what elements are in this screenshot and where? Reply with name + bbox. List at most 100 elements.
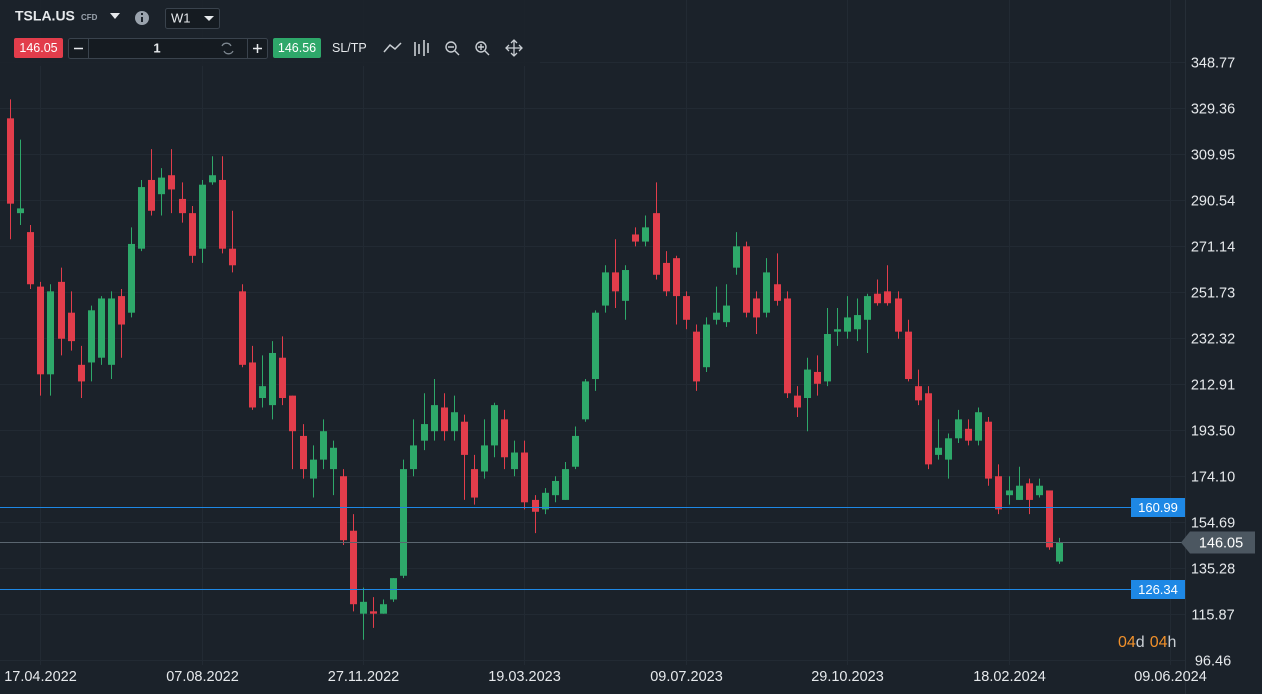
candle-body xyxy=(552,480,559,496)
y-tick-label: 115.87 xyxy=(1191,607,1234,623)
candle-body xyxy=(209,175,216,183)
candle-body xyxy=(269,352,276,406)
candle-body xyxy=(179,198,186,214)
candle-body xyxy=(905,331,912,380)
candle-body xyxy=(1006,490,1013,496)
y-tick-label: 174.10 xyxy=(1191,469,1235,485)
candle-body xyxy=(763,272,770,313)
sl-tp[interactable]: SL/TP xyxy=(332,41,367,55)
candle-body xyxy=(168,175,175,190)
candle-body xyxy=(945,438,952,460)
candle-tool-icon[interactable] xyxy=(414,40,429,56)
candle-body xyxy=(622,270,629,301)
candle-body xyxy=(98,298,105,358)
candle-body xyxy=(390,578,397,600)
candle-body xyxy=(148,179,155,211)
zoom-in-detail xyxy=(478,44,490,56)
y-tick-label: 251.73 xyxy=(1191,285,1235,301)
candle-body xyxy=(410,445,417,470)
move-icon[interactable] xyxy=(505,39,523,57)
candle-body xyxy=(88,310,95,363)
candle-body xyxy=(17,208,24,214)
candle-body xyxy=(814,371,821,384)
candle-body xyxy=(915,386,922,401)
zoom-out-detail xyxy=(448,46,460,56)
zoom-out-icon[interactable] xyxy=(445,41,457,53)
candle-body xyxy=(27,232,34,285)
candle-body xyxy=(421,424,428,441)
y-tick-label: 329.36 xyxy=(1191,101,1235,117)
candle-body xyxy=(521,452,528,503)
candle-body xyxy=(511,452,518,470)
candle-body xyxy=(774,284,781,301)
candle-body xyxy=(935,447,942,455)
x-tick-label: 29.10.2023 xyxy=(811,669,884,685)
buy-button[interactable] xyxy=(273,38,321,58)
candle-body xyxy=(330,447,337,470)
symbol[interactable]: TSLA.US xyxy=(15,8,75,24)
candle-body xyxy=(753,298,760,318)
candle-body xyxy=(37,286,44,375)
x-tick-label: 27.11.2022 xyxy=(328,669,400,685)
toolbar: TSLA.US CFD W1 146.05 1 146.56 SL/TP xyxy=(0,0,540,66)
candle-body xyxy=(350,530,357,605)
candle-body xyxy=(673,258,680,297)
level-label: 126.34 xyxy=(1138,582,1178,597)
quantity[interactable]: 1 xyxy=(153,40,160,55)
sell-button[interactable] xyxy=(14,38,63,58)
countdown-part: h xyxy=(1168,634,1177,651)
candle-body xyxy=(693,331,700,382)
candle-body xyxy=(279,357,286,399)
candle-body xyxy=(562,469,569,500)
candle-body xyxy=(784,298,791,394)
sell-price: 146.05 xyxy=(19,41,57,55)
candle-body xyxy=(7,118,14,204)
candle-body xyxy=(985,421,992,479)
y-tick-label: 290.54 xyxy=(1191,193,1235,209)
x-tick-label: 09.07.2023 xyxy=(650,669,723,685)
countdown-part: 04 xyxy=(1118,634,1136,651)
timeframe-select[interactable] xyxy=(165,8,220,29)
level-label-bg xyxy=(1131,580,1185,599)
x-tick-label: 09.06.2024 xyxy=(1134,669,1207,685)
candle-body xyxy=(461,421,468,455)
buy-price: 146.56 xyxy=(278,41,316,55)
candle-body xyxy=(380,604,387,614)
symbol-dropdown[interactable] xyxy=(110,13,120,19)
candle-body xyxy=(340,476,347,541)
candle-body xyxy=(370,611,377,614)
candle-body xyxy=(1056,542,1063,562)
info-icon-line xyxy=(141,17,143,22)
candle-body xyxy=(471,469,478,498)
current-price-tag xyxy=(1181,531,1255,554)
candle-body xyxy=(431,405,438,432)
level-label: 160.99 xyxy=(1138,500,1178,515)
symbol-type: CFD xyxy=(81,13,98,22)
y-tick-label: 348.77 xyxy=(1191,55,1235,71)
x-tick-label: 18.02.2024 xyxy=(973,669,1046,685)
countdown-part: d xyxy=(1136,634,1145,651)
candle-body xyxy=(804,369,811,399)
candle-body xyxy=(895,298,902,332)
x-tick-label: 07.08.2022 xyxy=(166,669,239,685)
y-tick-label: 232.32 xyxy=(1191,331,1235,347)
candle-body xyxy=(310,459,317,479)
candle-body xyxy=(532,499,539,512)
candle-body xyxy=(542,492,549,510)
countdown-part: 04 xyxy=(1150,634,1168,651)
candle-body xyxy=(58,281,65,339)
candle-body xyxy=(219,179,226,249)
candle-body xyxy=(400,469,407,576)
candle-body xyxy=(854,315,861,330)
reset-icon[interactable] xyxy=(221,42,234,55)
candle-body xyxy=(864,296,871,320)
line-tool-icon[interactable] xyxy=(383,42,402,53)
x-tick-label: 17.04.2022 xyxy=(4,669,77,685)
candle-body xyxy=(733,246,740,268)
zoom-in-icon[interactable] xyxy=(475,41,487,53)
y-tick-label: 154.69 xyxy=(1191,515,1235,531)
candle-body xyxy=(794,395,801,408)
candle-body xyxy=(239,291,246,365)
countdown: 04d 04h xyxy=(1118,634,1176,651)
